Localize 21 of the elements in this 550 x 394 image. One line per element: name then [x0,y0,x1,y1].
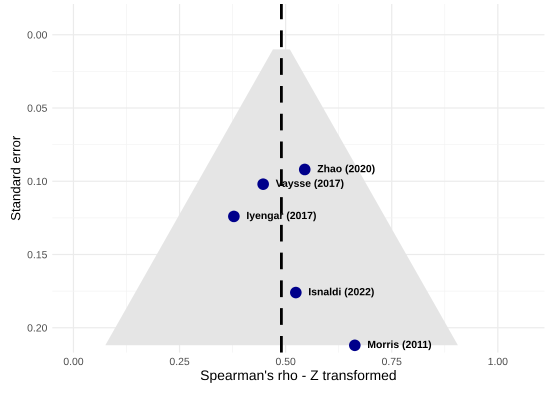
x-axis-title: Spearman's rho - Z transformed [200,370,396,383]
point [298,164,311,176]
annotation: Isnaldi (2022) [309,288,374,298]
x-tick-label: 0.50 [276,358,296,366]
annotation: Morris (2011) [368,340,432,350]
x-tick-label: 0.00 [64,358,84,366]
annotation: Zhao (2020) [318,164,375,174]
x-tick-label: 0.25 [170,358,190,366]
point [290,286,302,298]
y-axis-title: Standard error [10,136,20,220]
y-tick-label: 0.20 [28,324,47,332]
point [349,339,361,352]
x-tick-label: 1.00 [488,358,508,366]
y-tick-label: 0.10 [28,178,47,186]
y-tick-label: 0.05 [28,104,47,112]
y-tick-label: 0.15 [28,250,47,258]
annotation: Iyengar (2017) [247,212,316,222]
point [228,210,240,222]
point [257,178,269,190]
y-tick-label: 0.00 [28,31,47,39]
x-tick-label: 0.75 [382,358,402,366]
